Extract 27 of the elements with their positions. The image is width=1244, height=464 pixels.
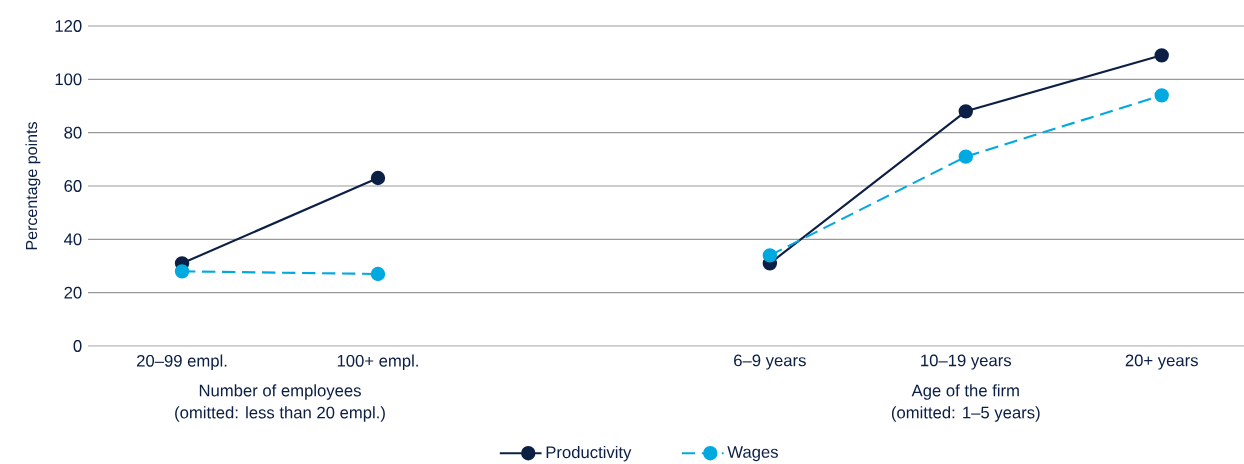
legend-label: Productivity (546, 445, 632, 462)
y-axis-title: Percentage points (25, 122, 41, 250)
text: Number of employees (199, 384, 361, 400)
point (370, 266, 386, 282)
point (1154, 48, 1169, 63)
x-tick-label: 10–19 years (921, 354, 1012, 370)
y-tick-label: 0 (73, 340, 82, 352)
text: (omitted: 1–5 years) (891, 406, 1040, 422)
y-tick-label: 80 (64, 126, 82, 139)
point (762, 248, 778, 263)
x-tick-label: 20–99 empl. (137, 354, 227, 371)
y-tick-label: 120 (55, 20, 82, 32)
text: Age of the firm (911, 384, 1019, 400)
legend-label: Wages (727, 446, 778, 462)
y-tick-label: 20 (64, 286, 82, 299)
y-tick-label: 100 (55, 73, 82, 86)
point (174, 264, 190, 279)
x-tick-label: 20+ years (1125, 354, 1198, 370)
x-tick-label: 100+ empl. (337, 354, 418, 371)
point (958, 104, 973, 119)
point (1154, 88, 1169, 103)
point (370, 170, 386, 186)
text: (omitted: less than 20 empl.) (175, 406, 385, 422)
y-tick-label: 60 (64, 180, 82, 192)
y-tick-label: 40 (64, 233, 82, 246)
point (958, 149, 973, 164)
x-tick-label: 6–9 years (734, 354, 806, 370)
